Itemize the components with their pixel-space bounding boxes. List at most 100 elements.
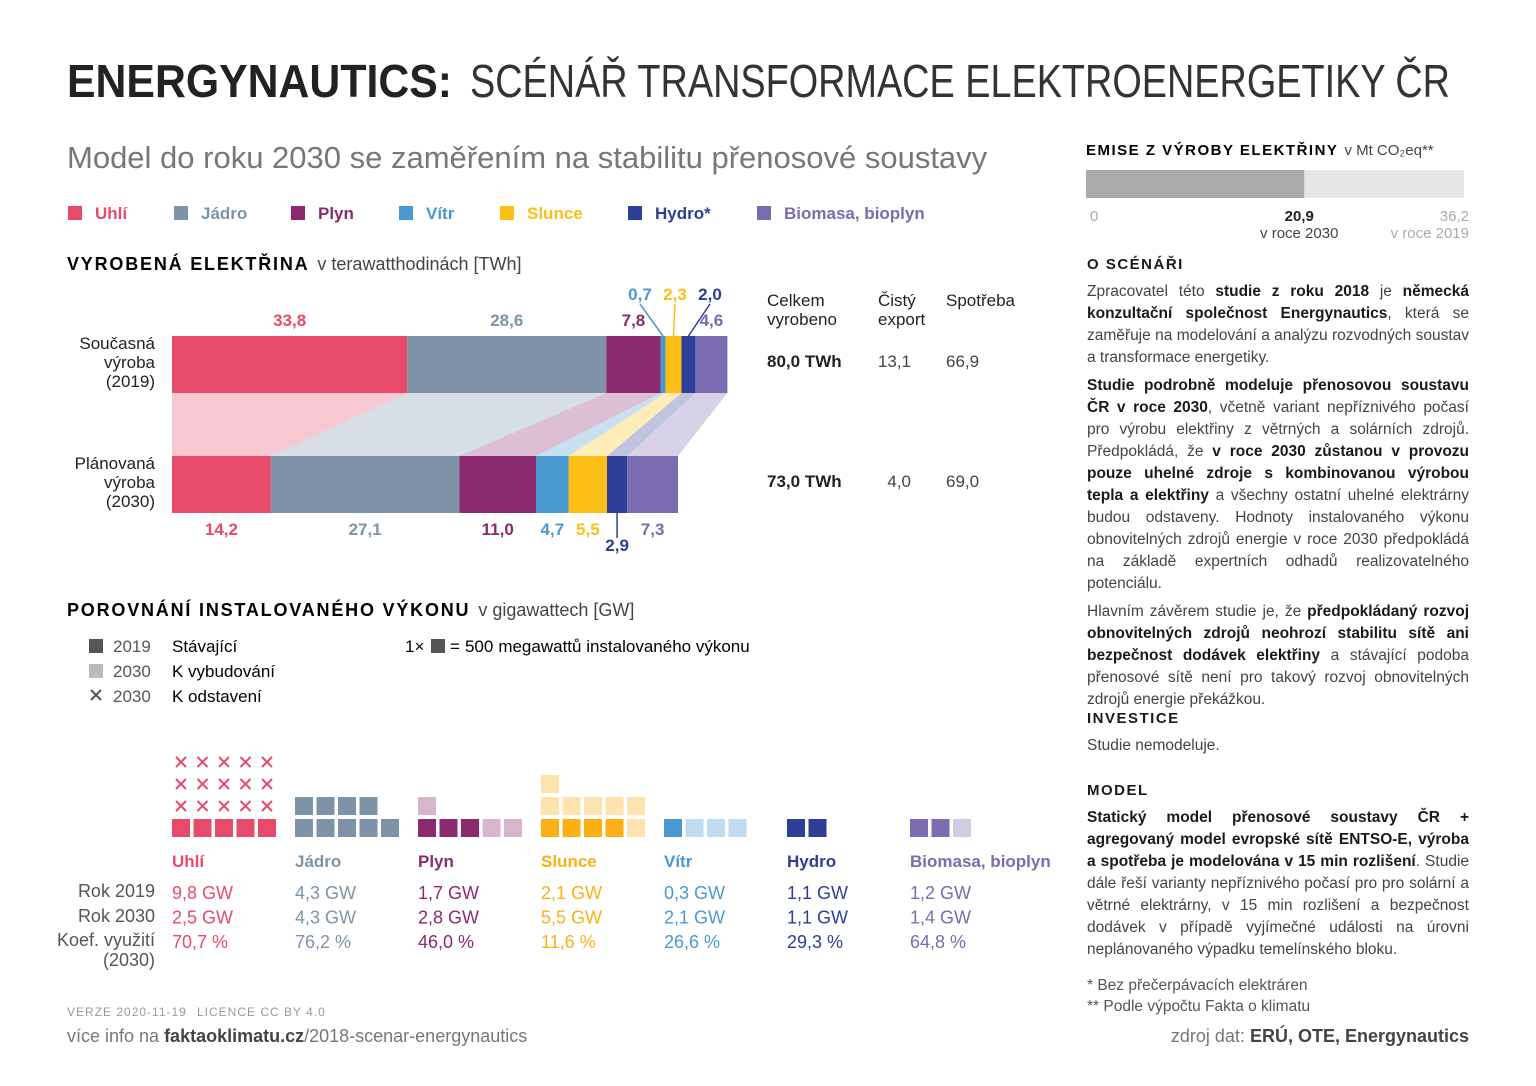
value-label: 0,7	[628, 285, 652, 304]
bar-segment	[606, 336, 661, 393]
waffle-existing	[316, 797, 335, 815]
waffle-removed	[175, 756, 187, 768]
more-info: více info na faktaoklimatu.cz/2018-scenar…	[67, 1026, 527, 1046]
emission-bar	[1086, 170, 1305, 198]
value-label: 1,2 GW	[910, 883, 971, 903]
version: VERZE 2020-11-19	[67, 1005, 187, 1019]
waffle-group	[418, 797, 522, 837]
footnote: * Bez přečerpávacích elektráren	[1087, 977, 1308, 994]
category-label: Plyn	[418, 852, 454, 871]
legend-year: 2030	[113, 662, 151, 681]
legend-swatch	[628, 206, 642, 220]
subtitle: Model do roku 2030 se zaměřením na stabi…	[67, 140, 988, 175]
waffle-removed	[196, 800, 209, 812]
value-label: 2,5 GW	[172, 908, 233, 928]
waffle-existing	[359, 819, 378, 837]
waffle-group	[664, 819, 747, 837]
waffle-removed	[196, 756, 209, 768]
value-label: 76,2 %	[295, 932, 351, 952]
flow-band	[568, 393, 682, 456]
value-label: 11,0	[482, 520, 514, 539]
waffle-new	[562, 797, 581, 815]
value-label: 4,6	[700, 311, 724, 330]
text-run: Statický model přenosové soustavy ČR + a…	[1087, 809, 1469, 870]
waffle-new	[728, 819, 747, 837]
value-label: 7,3	[641, 520, 665, 539]
waffle-removed	[261, 800, 273, 812]
text-run: a stávající podoba přenosové sítě není p…	[1087, 647, 1469, 708]
flow-band	[172, 393, 408, 456]
legend-swatch	[68, 206, 82, 220]
cross-stroke	[175, 800, 187, 812]
summary-cell: 4,0	[887, 472, 911, 491]
value-label: 4,3 GW	[295, 908, 356, 928]
source-names: ERÚ, OTE, Energynautics	[1250, 1025, 1469, 1046]
waffle-existing	[541, 819, 559, 837]
waffle-existing	[193, 819, 212, 837]
bar-segment	[172, 456, 271, 513]
legend-swatch	[174, 206, 188, 220]
leader-line	[687, 303, 711, 337]
paragraph: Hlavním závěrem studie je, že předpoklád…	[1087, 601, 1469, 711]
section-unit: v gigawattech [GW]	[478, 600, 634, 620]
waffle-existing	[359, 797, 378, 815]
text-run: předpokládaný rozvoj obnovitelných zdroj…	[1087, 603, 1470, 664]
paragraph: Statický model přenosové soustavy ČR + a…	[1087, 807, 1469, 961]
section-title: POROVNÁNÍ INSTALOVANÉHO VÝKONU v gigawatt…	[67, 599, 634, 620]
cross-stroke	[218, 778, 230, 790]
block-heading: O SCÉNÁŘI	[1087, 256, 1184, 273]
waffle-existing	[418, 819, 436, 837]
emission-title: EMISE Z VÝROBY ELEKTŘINY v Mt CO₂eq**	[1086, 141, 1434, 159]
section-title: VYROBENÁ ELEKTŘINA v terawatthodinách [TW…	[67, 253, 522, 274]
summary-header: Celkem vyrobeno	[767, 291, 837, 329]
bar-segment	[660, 336, 666, 393]
waffle-removed	[261, 778, 273, 790]
waffle-new	[584, 797, 602, 815]
cross-stroke	[239, 756, 252, 768]
text-run: . Studie dále řeší varianty nepříznivého…	[1087, 853, 1470, 958]
legend-cross	[90, 689, 102, 701]
waffle-existing	[808, 819, 827, 837]
bar-segment	[627, 456, 678, 513]
flow-band	[536, 393, 666, 456]
legend-swatch	[89, 664, 103, 678]
summary-header: Spotřeba	[946, 291, 1015, 310]
value-label: 20,9	[1285, 208, 1314, 225]
flow-band	[459, 393, 661, 456]
x-tick-label: 0	[1090, 208, 1098, 225]
waffle-new	[605, 797, 624, 815]
text-run: , která se zaměřuje na modelování a anal…	[1087, 305, 1469, 366]
legend-swatch	[757, 206, 771, 220]
category-label: v roce 2030	[1260, 225, 1338, 242]
bar-segment	[681, 336, 696, 393]
value-label: 4,3 GW	[295, 883, 356, 903]
legend-label: Hydro*	[655, 204, 711, 223]
waffle-group	[541, 775, 645, 837]
block-heading: INVESTICE	[1087, 710, 1180, 727]
text-run: Studie podrobně modeluje přenosovou sous…	[1087, 377, 1469, 416]
value-label: 2,1 GW	[664, 908, 725, 928]
cross-stroke	[175, 778, 187, 790]
waffle-existing	[931, 819, 950, 837]
text-block: O SCÉNÁŘI Zpracovatel této studie z roku …	[1087, 256, 1469, 717]
waffle-existing	[295, 797, 313, 815]
legend-label: K vybudování	[172, 662, 275, 681]
waffle-existing	[338, 819, 356, 837]
value-label: 14,2	[205, 520, 238, 539]
more-prefix: více info na	[67, 1026, 160, 1046]
scale-value: 500	[465, 637, 493, 656]
text-run: německá konzultační společnost Energynau…	[1087, 283, 1469, 322]
row-label: Rok 2030	[77, 905, 155, 926]
scale-text: = 500 megawattů instalovaného výkonu	[450, 637, 750, 656]
summary-cell: 80,0 TWh	[767, 352, 842, 371]
text-run: Hlavním závěrem studie je, že	[1087, 603, 1308, 620]
emission-unit: v Mt CO₂eq**	[1344, 142, 1433, 159]
value-label: 70,7 %	[172, 932, 228, 952]
value-label: 5,5 GW	[541, 908, 602, 928]
summary-header: Čistý export	[878, 291, 926, 329]
waffle-existing	[664, 819, 682, 837]
waffle-removed	[175, 778, 187, 790]
text-run: v roce 2030 zůstanou v provozu pouze uhe…	[1087, 443, 1470, 504]
legend-label: Biomasa, bioplyn	[784, 204, 925, 223]
value-label: 9,8 GW	[172, 883, 233, 903]
